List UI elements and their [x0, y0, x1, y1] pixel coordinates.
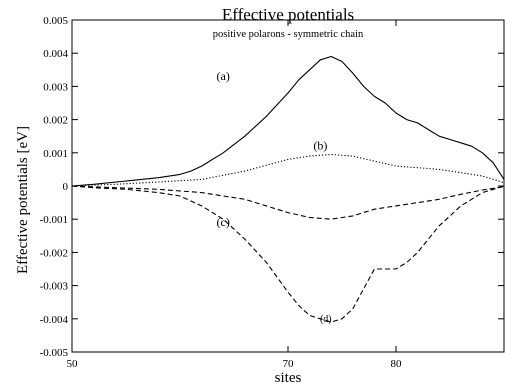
y-tick-label: 0.005	[43, 15, 68, 27]
annotations-layer: (a) (b) (c) (d)	[217, 69, 332, 325]
series-layer	[71, 55, 505, 323]
x-tick-label: 80	[391, 358, 403, 370]
x-tick-label: 70	[283, 358, 295, 370]
x-tick-label: 50	[67, 358, 79, 370]
series-line-3	[71, 185, 505, 323]
x-axis-label: sites	[275, 370, 302, 386]
plot-frame	[71, 19, 505, 353]
y-tick-label: -0.005	[40, 347, 69, 359]
annotation-label: (d)	[320, 314, 332, 325]
ticks-layer: 0.005 0.004 0.003 0.002 0.001 0 -0.001 -0.002 -0…	[40, 15, 504, 370]
annotation-label: (c)	[217, 215, 230, 229]
y-tick-label: 0	[63, 181, 69, 193]
chart-title: Effective potentials	[222, 5, 354, 24]
annotation-label: (b)	[313, 138, 327, 152]
y-tick-label: -0.004	[40, 314, 69, 326]
y-tick-label: -0.003	[40, 281, 69, 293]
series-line-2	[71, 185, 505, 220]
y-tick-label: 0.002	[43, 115, 68, 127]
annotation-label: (a)	[217, 69, 230, 83]
y-tick-label: -0.001	[40, 214, 68, 226]
chart-subtitle: positive polarons - symmetric chain	[213, 29, 364, 40]
series-line-1	[71, 153, 505, 187]
y-tick-label: 0.004	[43, 48, 68, 60]
y-tick-label: -0.002	[40, 247, 68, 259]
y-axis-label: Effective potentials [eV]	[15, 126, 31, 274]
series-line-0	[71, 55, 505, 187]
y-tick-label: 0.003	[43, 81, 68, 93]
y-tick-label: 0.001	[43, 148, 68, 160]
